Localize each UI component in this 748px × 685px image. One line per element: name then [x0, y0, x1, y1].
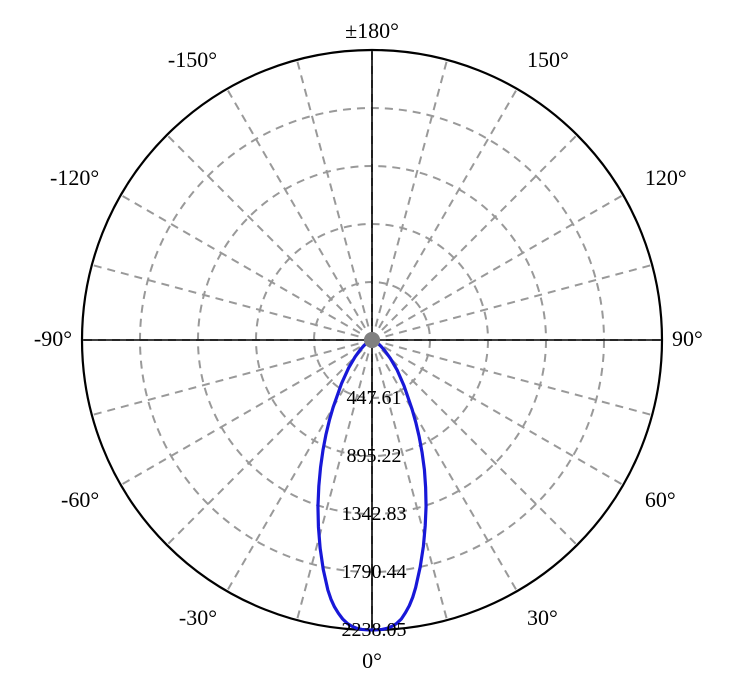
radial-tick-label: 447.61 [347, 387, 402, 409]
angle-label: -60° [61, 487, 99, 512]
angle-label: 30° [527, 605, 558, 630]
angle-label: ±180° [345, 18, 399, 43]
angle-label: 60° [645, 487, 676, 512]
angle-label: 150° [527, 47, 569, 72]
radial-tick-label: 1342.83 [342, 503, 407, 525]
angle-label: -120° [50, 165, 99, 190]
angle-label: -150° [168, 47, 217, 72]
angle-label: -30° [179, 605, 217, 630]
angle-label: -90° [34, 326, 72, 351]
radial-tick-label: 1790.44 [342, 561, 407, 583]
angle-label: 120° [645, 165, 687, 190]
radial-tick-label: 895.22 [347, 445, 402, 467]
radial-tick-label: 2238.05 [342, 619, 407, 641]
angle-label: 90° [672, 326, 703, 351]
polar-chart-svg: ±180° 150° 120° 90° 60° 30° 0° -30° -60° -90° -120… [0, 0, 748, 685]
polar-chart: ±180° 150° 120° 90° 60° 30° 0° -30° -60° -90° -120… [0, 0, 748, 685]
angle-label: 0° [362, 648, 382, 673]
